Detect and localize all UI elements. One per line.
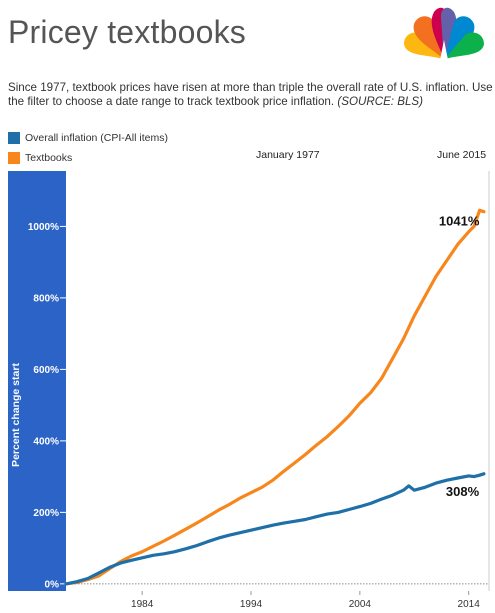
y-tick-label: 1000% [28,222,59,233]
legend-item-inflation[interactable]: Overall inflation (CPI-All items) [8,128,168,148]
y-axis-title: Percent change start [10,363,22,467]
legend-item-textbooks[interactable]: Textbooks [8,148,168,168]
end-label: 308% [446,484,480,499]
legend: Overall inflation (CPI-All items) Textbo… [8,128,168,168]
page-title: Pricey textbooks [8,14,246,50]
x-tick-label: 2014 [458,599,481,610]
y-tick-label: 400% [33,436,59,447]
y-tick-label: 800% [33,293,59,304]
peacock-feather-green [444,32,484,60]
legend-swatch-textbooks [8,152,20,164]
x-axis-ticks: 1984 1994 2004 2014 [131,591,480,610]
legend-label-inflation: Overall inflation (CPI-All items) [25,132,168,144]
series-line-inflation [64,472,486,586]
date-filter-end[interactable]: June 2015 [437,149,487,161]
y-axis-panel [8,171,66,591]
series-line-textbooks [64,208,486,586]
nbc-peacock-icon [404,7,484,60]
y-tick-label: 0% [45,579,60,590]
y-tick-label: 600% [33,365,59,376]
x-tick-label: 1994 [240,599,263,610]
source-note: (SOURCE: BLS) [337,95,424,108]
y-tick-label: 200% [33,508,59,519]
plot-border-top [66,171,489,591]
x-tick-label: 1984 [131,599,154,610]
series-layer [64,208,486,586]
peacock-feather-orange [413,16,444,60]
peacock-body [440,40,448,60]
peacock-feather-blue [444,16,475,60]
legend-swatch-inflation [8,132,20,144]
line-chart: Percent change start 0% 200% 400% 600% 800% 1… [8,171,490,610]
peacock-feather-yellow [404,32,444,60]
chart-description: Since 1977, textbook prices have risen a… [8,81,493,109]
end-label: 1041% [439,214,480,229]
x-tick-label: 2004 [349,599,372,610]
legend-label-textbooks: Textbooks [25,152,73,164]
date-filter-start[interactable]: January 1977 [256,149,320,161]
end-labels: 1041% 308% [439,214,480,499]
description-text: Since 1977, textbook prices have risen a… [8,81,493,108]
